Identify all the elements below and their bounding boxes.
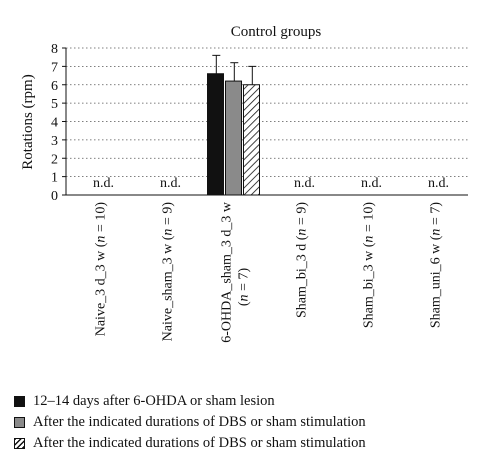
x-tick-label-line2: (n = 7)	[237, 268, 252, 307]
annotation-nd: n.d.	[160, 176, 181, 191]
y-tick-label: 3	[51, 134, 58, 149]
annotation-nd: n.d.	[294, 176, 315, 191]
legend-item-series-1: 12–14 days after 6-OHDA or sham lesion	[14, 391, 366, 412]
legend-swatch-black	[14, 396, 25, 407]
annotation-nd: n.d.	[428, 176, 449, 191]
y-tick-label: 1	[51, 171, 58, 186]
y-tick-label: 7	[51, 60, 58, 75]
bar-series-1	[207, 73, 224, 196]
y-tick-label: 4	[51, 116, 58, 131]
y-axis: 0 1 2 3 4 5 6 7 8	[51, 42, 468, 204]
legend-item-series-2: After the indicated durations of DBS or …	[14, 412, 366, 433]
legend-label-series-1: 12–14 days after 6-OHDA or sham lesion	[33, 393, 275, 409]
bars	[207, 54, 260, 196]
y-axis-label: Rotations (rpm)	[20, 74, 36, 169]
y-tick-label: 8	[51, 42, 58, 57]
bar-series-3	[243, 84, 260, 196]
legend-label-series-2: After the indicated durations of DBS or …	[33, 414, 366, 430]
y-tick-label: 5	[51, 97, 58, 112]
x-tick-label: Sham_bi_3 w (n = 10)	[362, 202, 377, 328]
y-tick-label: 2	[51, 152, 58, 167]
y-tick-label: 6	[51, 79, 58, 94]
legend-swatch-gray	[14, 417, 25, 428]
x-tick-label: Naive_3 d_3 w (n = 10)	[94, 202, 109, 337]
gridlines	[66, 47, 468, 178]
legend-swatch-hatched	[14, 438, 25, 449]
legend-item-series-3: After the indicated durations of DBS or …	[14, 433, 366, 454]
legend: 12–14 days after 6-OHDA or sham lesion A…	[14, 391, 366, 454]
annotations: n.d. n.d. n.d. n.d. n.d.	[93, 176, 449, 191]
annotation-nd: n.d.	[361, 176, 382, 191]
annotation-nd: n.d.	[93, 176, 114, 191]
bar-series-2	[225, 80, 242, 196]
y-tick-label: 0	[51, 189, 58, 204]
x-tick-label: Naive_sham_3 w (n = 9)	[161, 202, 176, 342]
chart-title: Control groups	[231, 24, 322, 40]
x-tick-label: 6-OHDA_sham_3 d_3 w	[220, 201, 235, 343]
x-axis-labels: Naive_3 d_3 w (n = 10) Naive_sham_3 w (n …	[94, 201, 444, 343]
x-tick-label: Sham_uni_6 w (n = 7)	[429, 202, 444, 328]
legend-label-series-3: After the indicated durations of DBS or …	[33, 435, 366, 451]
x-tick-label: Sham_bi_3 d (n = 9)	[295, 202, 310, 318]
